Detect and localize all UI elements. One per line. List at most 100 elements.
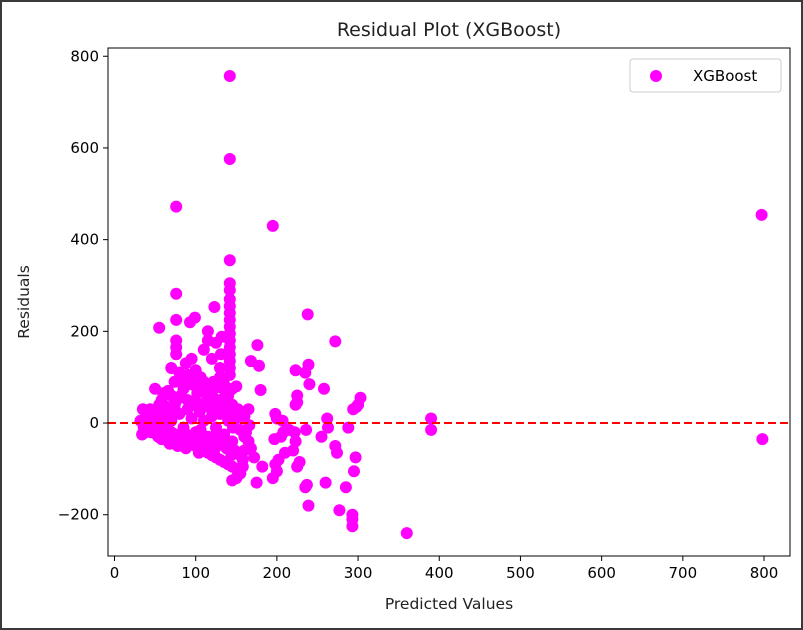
data-point xyxy=(289,364,302,377)
x-tick-label: 200 xyxy=(263,564,292,582)
y-axis-title: Residuals xyxy=(15,265,33,339)
data-point xyxy=(256,460,269,473)
data-point xyxy=(214,348,227,361)
x-tick-label: 700 xyxy=(669,564,698,582)
data-point xyxy=(208,301,221,313)
data-point xyxy=(136,428,149,441)
legend-box xyxy=(629,58,782,93)
data-point xyxy=(425,412,438,425)
data-point xyxy=(155,394,168,407)
data-point xyxy=(293,456,306,468)
data-point xyxy=(223,284,236,297)
data-point xyxy=(201,325,214,338)
x-tick-label: 300 xyxy=(344,564,373,582)
data-point xyxy=(185,412,198,425)
data-point xyxy=(279,446,291,459)
data-point xyxy=(400,527,413,540)
data-point xyxy=(755,208,768,221)
data-point xyxy=(251,339,264,352)
data-point xyxy=(288,426,301,439)
data-point xyxy=(223,384,236,397)
data-point xyxy=(202,401,215,413)
data-point xyxy=(170,348,183,361)
data-point xyxy=(184,430,197,443)
data-point xyxy=(205,352,218,365)
data-point xyxy=(250,476,263,489)
data-point xyxy=(339,481,352,494)
data-point xyxy=(302,499,315,512)
data-point xyxy=(300,423,313,436)
data-point xyxy=(289,398,302,411)
data-point xyxy=(315,430,328,443)
x-axis-title: Predicted Values xyxy=(385,595,513,613)
data-point xyxy=(342,421,355,434)
y-axis-ticks: −200 0 200 400 600 800 xyxy=(58,47,108,524)
data-point xyxy=(303,378,316,391)
data-point xyxy=(346,513,359,526)
y-tick-label: −200 xyxy=(58,506,99,524)
data-point xyxy=(300,478,313,491)
data-point xyxy=(170,313,183,326)
data-point xyxy=(248,451,261,464)
data-point xyxy=(184,316,196,329)
data-point xyxy=(244,442,257,455)
data-point xyxy=(217,437,230,450)
y-tick-label: 0 xyxy=(89,414,99,432)
legend-marker xyxy=(650,70,662,82)
data-point xyxy=(170,200,183,213)
data-point xyxy=(289,435,302,448)
x-tick-label: 100 xyxy=(181,564,210,582)
points-layer xyxy=(134,70,769,540)
y-tick-label: 600 xyxy=(70,139,99,157)
data-point xyxy=(223,368,236,381)
x-tick-label: 500 xyxy=(506,564,535,582)
data-point xyxy=(349,451,362,464)
data-point xyxy=(223,254,236,267)
data-point xyxy=(179,357,192,370)
x-axis-ticks: 0 100 200 300 400 500 600 700 800 xyxy=(110,556,779,582)
data-point xyxy=(214,362,226,374)
data-point xyxy=(162,384,175,397)
y-tick-label: 800 xyxy=(70,47,99,65)
data-point xyxy=(227,421,239,434)
data-point xyxy=(197,343,210,356)
data-point xyxy=(333,504,346,517)
data-point xyxy=(322,421,334,434)
x-tick-label: 400 xyxy=(425,564,454,582)
data-point xyxy=(321,412,334,425)
plot-frame xyxy=(107,47,791,557)
data-point xyxy=(144,403,157,416)
y-tick-label: 400 xyxy=(70,231,99,249)
data-point xyxy=(215,330,228,343)
data-point xyxy=(152,430,165,443)
data-point xyxy=(210,426,223,439)
data-point xyxy=(226,474,239,487)
data-point xyxy=(191,387,204,400)
data-point xyxy=(176,437,189,450)
data-point xyxy=(243,419,256,432)
x-tick-label: 600 xyxy=(587,564,616,582)
data-point xyxy=(331,446,343,459)
data-point xyxy=(192,446,205,459)
legend-label: XGBoost xyxy=(693,67,757,85)
data-point xyxy=(223,153,236,165)
data-point xyxy=(756,433,769,446)
x-tick-label: 800 xyxy=(750,564,779,582)
data-point xyxy=(254,384,267,396)
data-point xyxy=(175,389,188,402)
data-point xyxy=(269,458,282,471)
data-point xyxy=(153,321,166,334)
data-point xyxy=(348,465,360,478)
chart-title: Residual Plot (XGBoost) xyxy=(337,19,561,41)
data-point xyxy=(253,359,265,372)
plot-area xyxy=(108,48,790,556)
data-point xyxy=(319,476,332,489)
data-point xyxy=(301,308,314,321)
data-point xyxy=(266,219,279,232)
data-point xyxy=(207,391,220,404)
data-point xyxy=(186,398,199,411)
data-point xyxy=(299,366,312,379)
data-point xyxy=(425,423,438,436)
